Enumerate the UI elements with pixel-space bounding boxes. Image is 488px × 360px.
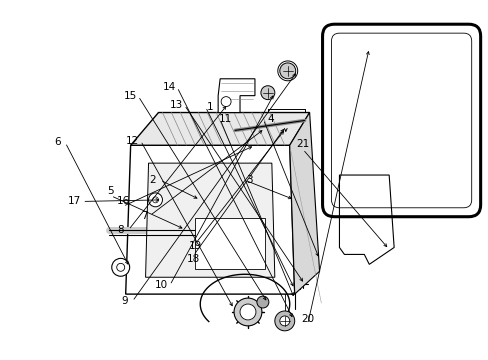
Text: 12: 12 (126, 136, 139, 146)
Circle shape (221, 96, 231, 107)
Circle shape (234, 298, 262, 326)
Text: 13: 13 (169, 100, 183, 110)
Text: 6: 6 (54, 138, 61, 148)
Text: 18: 18 (186, 253, 200, 264)
Polygon shape (195, 218, 264, 269)
Circle shape (274, 311, 294, 331)
Text: 1: 1 (207, 102, 213, 112)
Text: 10: 10 (155, 280, 168, 291)
Text: 19: 19 (189, 241, 202, 251)
Text: 8: 8 (117, 225, 123, 235)
Polygon shape (125, 145, 294, 294)
Circle shape (279, 316, 289, 326)
Polygon shape (130, 113, 309, 145)
Text: 5: 5 (107, 186, 114, 196)
Polygon shape (339, 175, 393, 264)
Text: 20: 20 (301, 314, 314, 324)
Polygon shape (218, 79, 254, 113)
Circle shape (240, 304, 255, 320)
Text: 11: 11 (218, 114, 231, 124)
Text: 21: 21 (296, 139, 309, 149)
Circle shape (148, 193, 162, 207)
Circle shape (261, 86, 274, 100)
Text: 7: 7 (141, 211, 148, 221)
Circle shape (279, 63, 295, 79)
Text: 3: 3 (245, 175, 252, 185)
Text: 15: 15 (123, 91, 137, 101)
Text: 4: 4 (267, 114, 274, 124)
Polygon shape (289, 113, 319, 294)
Text: 17: 17 (67, 197, 81, 206)
Text: 2: 2 (148, 175, 155, 185)
Circle shape (256, 296, 268, 308)
Text: 9: 9 (121, 296, 127, 306)
Polygon shape (145, 163, 274, 277)
Circle shape (112, 258, 129, 276)
Text: 16: 16 (116, 197, 129, 206)
Text: 14: 14 (162, 82, 175, 92)
